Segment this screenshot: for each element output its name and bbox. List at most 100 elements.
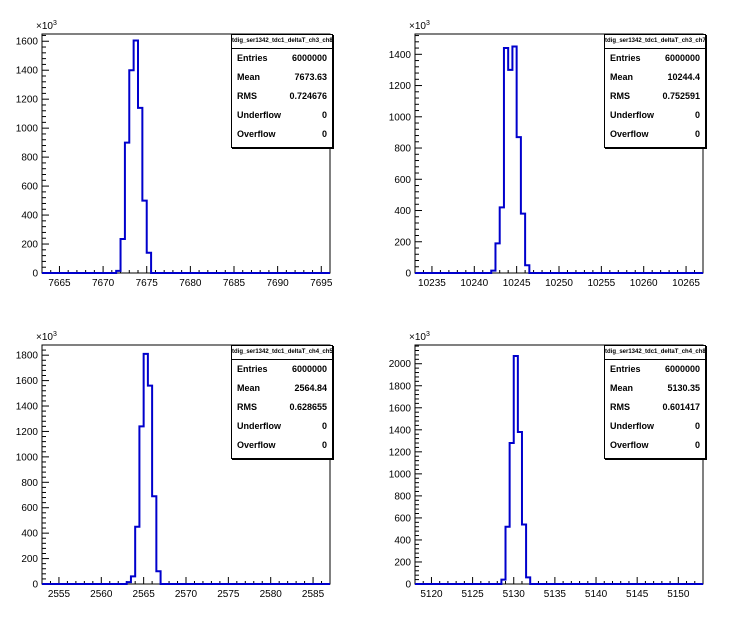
x-tick-label: 5140 — [585, 589, 608, 600]
stats-row: Mean 2564.84 — [232, 379, 332, 398]
y-tick-label: 1000 — [389, 469, 412, 480]
stats-value: 2564.84 — [294, 383, 327, 393]
stats-label: Entries — [237, 364, 268, 374]
histogram-bin — [134, 41, 138, 273]
y-tick-label: 1600 — [16, 376, 39, 387]
stats-box: tdig_ser1342_tdc1_deltaT_ch4_ch5 Entries 6… — [231, 345, 333, 459]
stats-value: 6000000 — [291, 53, 327, 63]
stats-label: Mean — [237, 72, 261, 82]
y-tick-label: 800 — [21, 478, 38, 489]
y-tick-label: 200 — [394, 557, 411, 568]
y-tick-label: 1000 — [389, 112, 412, 123]
y-tick-label: 1400 — [389, 425, 412, 436]
histogram-pad-2: 10235 10240 10245 10250 10255 10260 10265 0 200 4… — [373, 0, 746, 311]
y-tick-label: 0 — [405, 580, 411, 591]
histogram-svg: 10235 10240 10245 10250 10255 10260 10265 0 200 4… — [389, 20, 704, 289]
x-tick-label: 7670 — [92, 278, 115, 289]
stats-row: Underflow 0 — [605, 417, 705, 436]
y-tick-label: 1400 — [16, 402, 39, 413]
stats-row: Overflow 0 — [232, 125, 332, 144]
histogram-line — [42, 39, 330, 274]
histogram-bin — [131, 576, 135, 584]
stats-value: 0 — [321, 421, 327, 431]
stats-row: RMS 0.752591 — [605, 87, 705, 106]
x-tick-label: 5125 — [461, 589, 484, 600]
y-tick-label: 200 — [394, 237, 411, 248]
y-tick-label: 600 — [394, 513, 411, 524]
stats-row: Underflow 0 — [232, 106, 332, 125]
stats-label: Entries — [610, 364, 641, 374]
y-tick-label: 0 — [32, 580, 38, 591]
y-tick-label: 1200 — [16, 95, 39, 106]
y-tick-label: 1000 — [16, 452, 39, 463]
x-tick-label: 7680 — [179, 278, 202, 289]
stats-value: 0 — [694, 110, 700, 120]
histogram-bin — [495, 243, 499, 273]
x-tick-label: 10260 — [630, 278, 658, 289]
stats-label: Entries — [610, 53, 641, 63]
histogram-line — [42, 352, 330, 585]
stats-label: Overflow — [237, 129, 276, 139]
y-tick-label: 1000 — [16, 124, 39, 135]
y-tick-label: 600 — [21, 503, 38, 514]
y-tick-label: 1600 — [16, 37, 39, 48]
y-tick-label: 0 — [405, 269, 411, 280]
stats-row: Mean 10244.4 — [605, 68, 705, 87]
histogram-bin — [135, 527, 139, 584]
y-tick-label: 1800 — [16, 351, 39, 362]
stats-value: 0.601417 — [662, 402, 700, 412]
histogram-bin — [142, 201, 146, 273]
x-tick-label: 7665 — [48, 278, 71, 289]
stats-label: RMS — [610, 91, 630, 101]
x-tick-label: 5145 — [626, 589, 649, 600]
histogram-bin — [491, 271, 495, 273]
stats-row: Entries 6000000 — [605, 49, 705, 68]
y-tick-label: 1200 — [389, 447, 412, 458]
histogram-bin — [518, 432, 522, 584]
x-tick-label: 10240 — [460, 278, 488, 289]
y-tick-label: 400 — [21, 211, 38, 222]
histogram-bin — [138, 108, 142, 273]
histogram-bin — [514, 356, 518, 584]
histogram-bin — [156, 571, 160, 584]
y-tick-label: 600 — [21, 182, 38, 193]
stats-value: 0 — [694, 440, 700, 450]
stats-row: Mean 7673.63 — [232, 68, 332, 87]
stats-box: tdig_ser1342_tdc1_deltaT_ch3_ch8 Entries 6… — [231, 34, 333, 148]
stats-row: Underflow 0 — [605, 106, 705, 125]
y-tick-label: 800 — [394, 144, 411, 155]
histogram-pad-3: 2555 2560 2565 2570 2575 2580 2585 0 200 400 600 80… — [0, 311, 373, 622]
y-tick-label: 1400 — [389, 50, 412, 61]
histogram-bin — [501, 580, 505, 584]
y-axis-exponent: ×103 — [409, 331, 430, 343]
stats-row: RMS 0.724676 — [232, 87, 332, 106]
x-tick-label: 10235 — [418, 278, 446, 289]
x-tick-label: 10265 — [672, 278, 700, 289]
stats-label: Mean — [610, 72, 634, 82]
histogram-bin — [139, 426, 143, 584]
stats-box: tdig_ser1342_tdc1_deltaT_ch3_ch7 Entries 6… — [604, 34, 706, 148]
histogram-bin — [525, 265, 529, 273]
histogram-bin — [148, 386, 152, 584]
histogram-bin — [121, 239, 125, 273]
x-tick-label: 7675 — [136, 278, 159, 289]
x-tick-label: 2560 — [90, 589, 113, 600]
stats-title: tdig_ser1342_tdc1_deltaT_ch3_ch7 — [605, 35, 705, 49]
histogram-bin — [517, 137, 521, 273]
x-tick-label: 7685 — [223, 278, 246, 289]
histogram-bin — [127, 582, 131, 584]
histogram-svg: 5120 5125 5130 5135 5140 5145 5150 0 200 400 600 80… — [389, 331, 704, 600]
stats-row: Entries 6000000 — [232, 360, 332, 379]
histogram-line — [415, 355, 703, 585]
stats-label: Overflow — [610, 440, 649, 450]
histogram-line — [415, 45, 703, 274]
histogram-bin — [500, 207, 504, 273]
y-tick-label: 200 — [21, 554, 38, 565]
stats-label: Overflow — [610, 129, 649, 139]
y-tick-label: 1600 — [389, 403, 412, 414]
x-tick-label: 2575 — [217, 589, 240, 600]
x-tick-label: 2565 — [133, 589, 156, 600]
x-tick-label: 10255 — [587, 278, 615, 289]
stats-label: Underflow — [237, 110, 281, 120]
stats-label: Underflow — [610, 421, 654, 431]
